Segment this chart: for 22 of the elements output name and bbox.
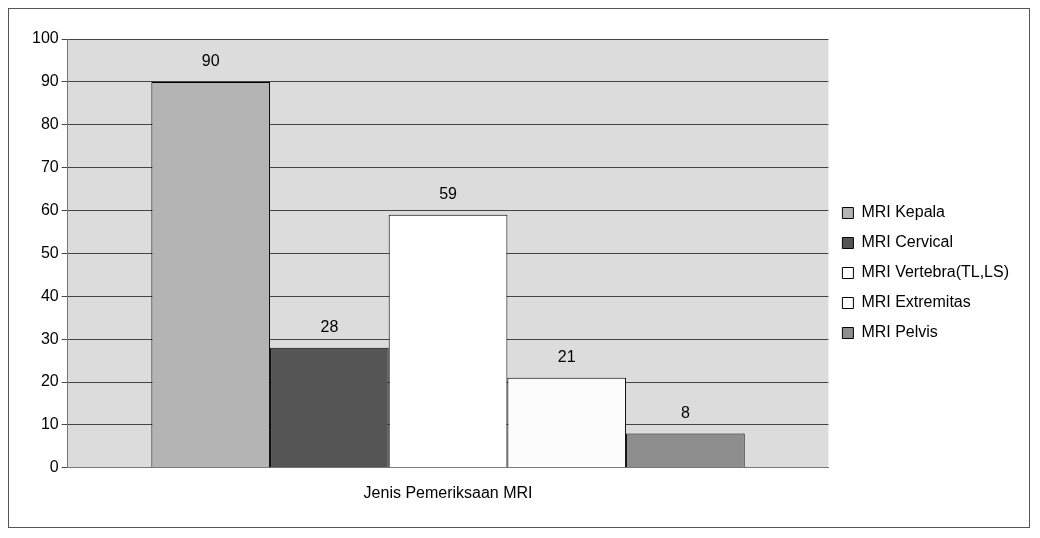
- legend-label: MRI Extremitas: [861, 293, 971, 311]
- legend-label: MRI Pelvis: [861, 323, 938, 341]
- y-tick-label: 60: [40, 200, 59, 218]
- y-tick-label: 50: [40, 243, 59, 261]
- legend-label: MRI Kepala: [861, 203, 946, 221]
- y-tick-label: 30: [40, 329, 59, 347]
- data-label: 28: [320, 318, 339, 336]
- data-label: 59: [439, 185, 458, 203]
- data-label: 90: [201, 52, 220, 70]
- y-tick-label: 0: [49, 458, 59, 476]
- y-tick-label: 20: [40, 372, 59, 390]
- y-tick-label: 70: [40, 158, 59, 176]
- y-tick-label: 10: [40, 415, 59, 433]
- legend-label: MRI Cervical: [861, 233, 953, 251]
- x-axis-title: Jenis Pemeriksaan MRI: [363, 483, 533, 501]
- data-label: 8: [680, 403, 690, 421]
- data-label: 21: [557, 348, 576, 366]
- y-tick-label: 40: [40, 286, 59, 304]
- y-tick-label: 100: [31, 29, 59, 47]
- y-tick-label: 90: [40, 72, 59, 90]
- legend-label: MRI Vertebra(TL,LS): [861, 263, 1010, 281]
- y-tick-label: 80: [40, 115, 59, 133]
